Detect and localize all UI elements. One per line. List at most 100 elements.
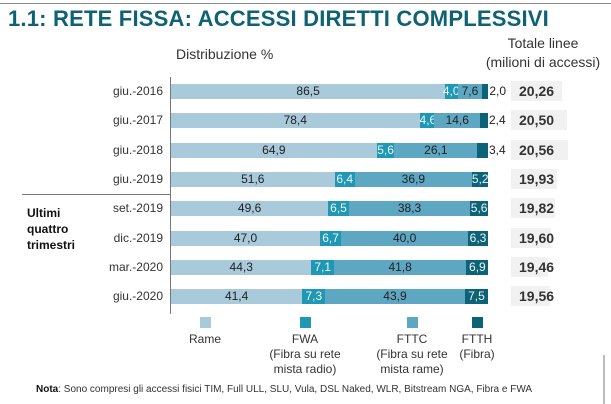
totals-header-line1: Totale linee [507, 35, 579, 51]
bar-segment-fwa [376, 142, 395, 158]
totals-header: Totale linee (milioni di accessi) [478, 34, 608, 72]
footnote-text: : Sono compresi gli accessi fisici TIM, … [58, 384, 533, 395]
total-box [511, 286, 550, 307]
data-label: 3,4 [489, 142, 506, 157]
bar-segment-fwa [445, 84, 458, 99]
total-value: 20,50 [519, 112, 555, 129]
legend-swatch-fwa [300, 317, 311, 328]
bar-segment-fttc [333, 259, 467, 275]
legend-label-line: (Fibra su rete [269, 347, 341, 361]
total-box [511, 81, 563, 101]
legend-swatch-fttc [407, 317, 418, 328]
bar-segment-rame [171, 142, 377, 158]
bar-segment-ftth [468, 230, 488, 246]
bar-segment-fttc [348, 201, 471, 217]
data-label: 78,4 [283, 113, 307, 128]
page-title: 1.1: RETE FISSA: ACCESSI DIRETTI COMPLES… [8, 6, 549, 31]
footnote: Nota: Sono compresi gli accessi fisici T… [36, 384, 532, 395]
bar-segment-rame [171, 84, 446, 99]
total-box [511, 139, 568, 160]
total-value: 19,46 [519, 258, 555, 275]
data-label: 41,8 [388, 259, 412, 274]
data-label: 40,0 [392, 230, 417, 245]
bar-segment-fttc [457, 84, 482, 99]
data-label: 47,0 [233, 230, 258, 245]
total-value: 20,26 [519, 83, 555, 99]
total-value: 19,93 [519, 170, 555, 187]
total-box [511, 110, 567, 131]
legend-label-line: FWA [291, 332, 319, 346]
data-label: 6,7 [322, 230, 339, 245]
bar-segment-fwa [311, 259, 334, 275]
category-label: dic.-2019 [113, 230, 163, 245]
legend-swatch-rame [200, 317, 211, 328]
data-label: 2,0 [489, 84, 506, 98]
total-value: 19,56 [519, 288, 555, 305]
bar-segment-ftth [464, 289, 489, 305]
total-box [511, 256, 549, 277]
data-label: 64,9 [262, 142, 286, 157]
chart-subtitle: Distribuzione % [176, 46, 274, 62]
data-label: 51,6 [241, 171, 265, 186]
category-label: giu.-2016 [112, 84, 163, 98]
total-box [511, 198, 555, 219]
legend-label-line: FTTH [461, 332, 493, 346]
data-label: 7,6 [461, 84, 479, 98]
bar-segment-rame [171, 113, 420, 129]
bar-segment-ftth [477, 142, 488, 158]
bar-segment-ftth [466, 259, 489, 275]
bar-segment-rame [171, 201, 329, 217]
data-label: 7,5 [468, 289, 485, 304]
category-label: set.-2019 [112, 201, 163, 216]
total-box [511, 227, 551, 248]
group-divider [22, 194, 170, 195]
total-value: 19,82 [519, 200, 555, 217]
data-label: 4,0 [442, 84, 460, 98]
group-label-line: quattro [27, 222, 69, 236]
data-label: 7,3 [305, 289, 323, 304]
top-rule [0, 3, 611, 4]
total-value: 20,56 [519, 141, 555, 158]
total-value: 19,60 [519, 229, 555, 246]
data-label: 7,1 [314, 259, 332, 274]
data-label: 43,9 [383, 289, 407, 304]
data-label: 2,4 [489, 113, 506, 128]
bar-segment-ftth [480, 113, 488, 129]
bar-segment-fttc [434, 113, 481, 129]
legend-label-fwa: FWA (Fibra su rete mista radio) [245, 332, 365, 377]
bar-segment-fttc [325, 289, 465, 305]
legend-label-line: Rame [188, 332, 221, 346]
data-label: 5,6 [377, 142, 394, 157]
totals-header-line2: (milioni di accessi) [485, 54, 601, 70]
legend-label-fttc: FTTC (Fibra su rete mista rame) [352, 332, 472, 377]
group-label-line: Ultimi [27, 206, 61, 220]
data-label: 5,2 [471, 171, 489, 186]
group-label-line: trimestri [27, 238, 76, 252]
data-label: 38,3 [397, 201, 422, 216]
legend-label-line: mista radio) [273, 362, 337, 376]
legend-label-line: (Fibra su rete [376, 347, 448, 361]
legend-label-ftth: FTTH (Fibra) [417, 332, 537, 362]
bar-segment-fttc [394, 142, 478, 158]
category-label: giu.-2019 [112, 171, 163, 186]
right-rule [603, 355, 605, 404]
bar-segment-fwa [334, 171, 355, 187]
data-label: 5,6 [470, 201, 488, 216]
footnote-label: Nota [36, 384, 59, 395]
category-label: giu.-2018 [112, 142, 163, 157]
total-box [511, 168, 557, 189]
legend-label-line: mista rame) [380, 362, 444, 376]
data-label: 6,3 [469, 230, 487, 245]
data-label: 6,5 [330, 201, 347, 216]
data-label: 6,9 [469, 259, 486, 274]
legend-label-rame: Rame [145, 332, 265, 347]
data-label: 49,6 [237, 201, 262, 216]
category-label: giu.-2020 [112, 289, 163, 304]
data-label: 36,9 [401, 171, 426, 186]
group-label: Ultimi quattro trimestri [27, 205, 75, 253]
bar-segment-rame [171, 289, 303, 305]
bar-segment-fwa [419, 113, 435, 129]
data-label: 41,4 [224, 289, 249, 304]
bar-segment-ftth [470, 201, 488, 217]
legend-label-line: FTTC [396, 332, 428, 346]
